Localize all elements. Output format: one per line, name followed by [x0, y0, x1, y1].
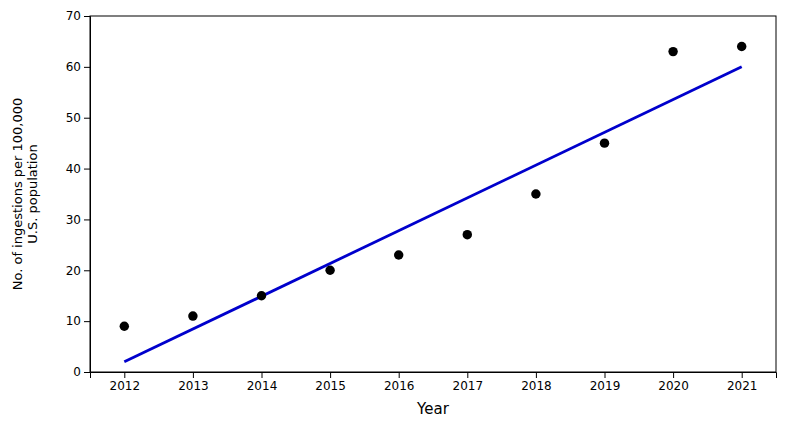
tick: 2021 [727, 372, 758, 393]
marks [120, 42, 747, 362]
tick-label: 2016 [384, 379, 415, 393]
tick: 2019 [590, 372, 621, 393]
tick-mark [399, 372, 400, 378]
tick: 50 [66, 111, 90, 125]
tick: 2015 [315, 372, 346, 393]
y-axis: 0 10 20 30 40 50 60 70 [66, 9, 91, 379]
tick-mark [124, 372, 125, 378]
tick-label: 0 [73, 365, 81, 379]
tick-label: 30 [66, 213, 81, 227]
tick: 30 [66, 213, 90, 227]
point [600, 138, 609, 147]
tick-label: 2021 [727, 379, 758, 393]
tick-label: 2017 [453, 379, 484, 393]
tick-mark [84, 321, 90, 322]
tick-mark [84, 169, 90, 170]
tick: 20 [66, 264, 90, 278]
tick-mark [84, 67, 90, 68]
tick-mark [536, 372, 537, 378]
tick: 40 [66, 162, 90, 176]
tick: 2013 [178, 372, 209, 393]
tick: 2018 [521, 372, 552, 393]
tick: 60 [66, 60, 90, 74]
tick-label: 2013 [178, 379, 209, 393]
tick-label: 20 [66, 264, 81, 278]
tick-label: 2020 [658, 379, 689, 393]
tick-label: 50 [66, 111, 81, 125]
point [463, 230, 472, 239]
y-axis-title: No. of ingestions per 100,000U.S. popula… [10, 98, 40, 291]
point [737, 42, 746, 51]
plot: 2012 2013 2014 2015 2016 2017 2018 2019 2020 2021… [66, 9, 777, 392]
trend-line [124, 67, 741, 362]
tick-label: 2019 [590, 379, 621, 393]
tick-label: 70 [66, 9, 81, 23]
tick-mark [673, 372, 674, 378]
chart: 2012 2013 2014 2015 2016 2017 2018 2019 2020 2021… [0, 0, 800, 424]
point [325, 266, 334, 275]
tick-label: 10 [66, 314, 81, 328]
tick-mark [84, 118, 90, 119]
point [394, 250, 403, 259]
point [257, 291, 266, 300]
tick-mark [84, 270, 90, 271]
x-axis: 2012 2013 2014 2015 2016 2017 2018 2019 2020 2021 [91, 372, 777, 393]
plot-frame [90, 16, 776, 372]
tick-mark [467, 372, 468, 378]
tick: 2012 [110, 372, 141, 393]
axis-line [84, 17, 91, 373]
tick-label: 40 [66, 162, 81, 176]
tick-mark [193, 372, 194, 378]
point [188, 311, 197, 320]
tick: 2016 [384, 372, 415, 393]
tick-mark [84, 372, 90, 373]
point [668, 47, 677, 56]
tick-mark [84, 219, 90, 220]
tick: 70 [66, 9, 90, 23]
point [531, 189, 540, 198]
tick: 0 [73, 365, 90, 379]
tick-mark [330, 372, 331, 378]
tick-label: 60 [66, 60, 81, 74]
tick: 10 [66, 314, 90, 328]
tick-mark [605, 372, 606, 378]
point [120, 322, 129, 331]
tick-mark [262, 372, 263, 378]
tick: 2020 [658, 372, 689, 393]
x-axis-title: Year [416, 400, 450, 418]
tick-label: 2014 [247, 379, 278, 393]
tick-label: 2012 [110, 379, 141, 393]
tick-mark [742, 372, 743, 378]
tick: 2017 [453, 372, 484, 393]
tick: 2014 [247, 372, 278, 393]
axis-line [91, 373, 777, 379]
tick-label: 2015 [315, 379, 346, 393]
tick-label: 2018 [521, 379, 552, 393]
tick-mark [84, 16, 90, 17]
